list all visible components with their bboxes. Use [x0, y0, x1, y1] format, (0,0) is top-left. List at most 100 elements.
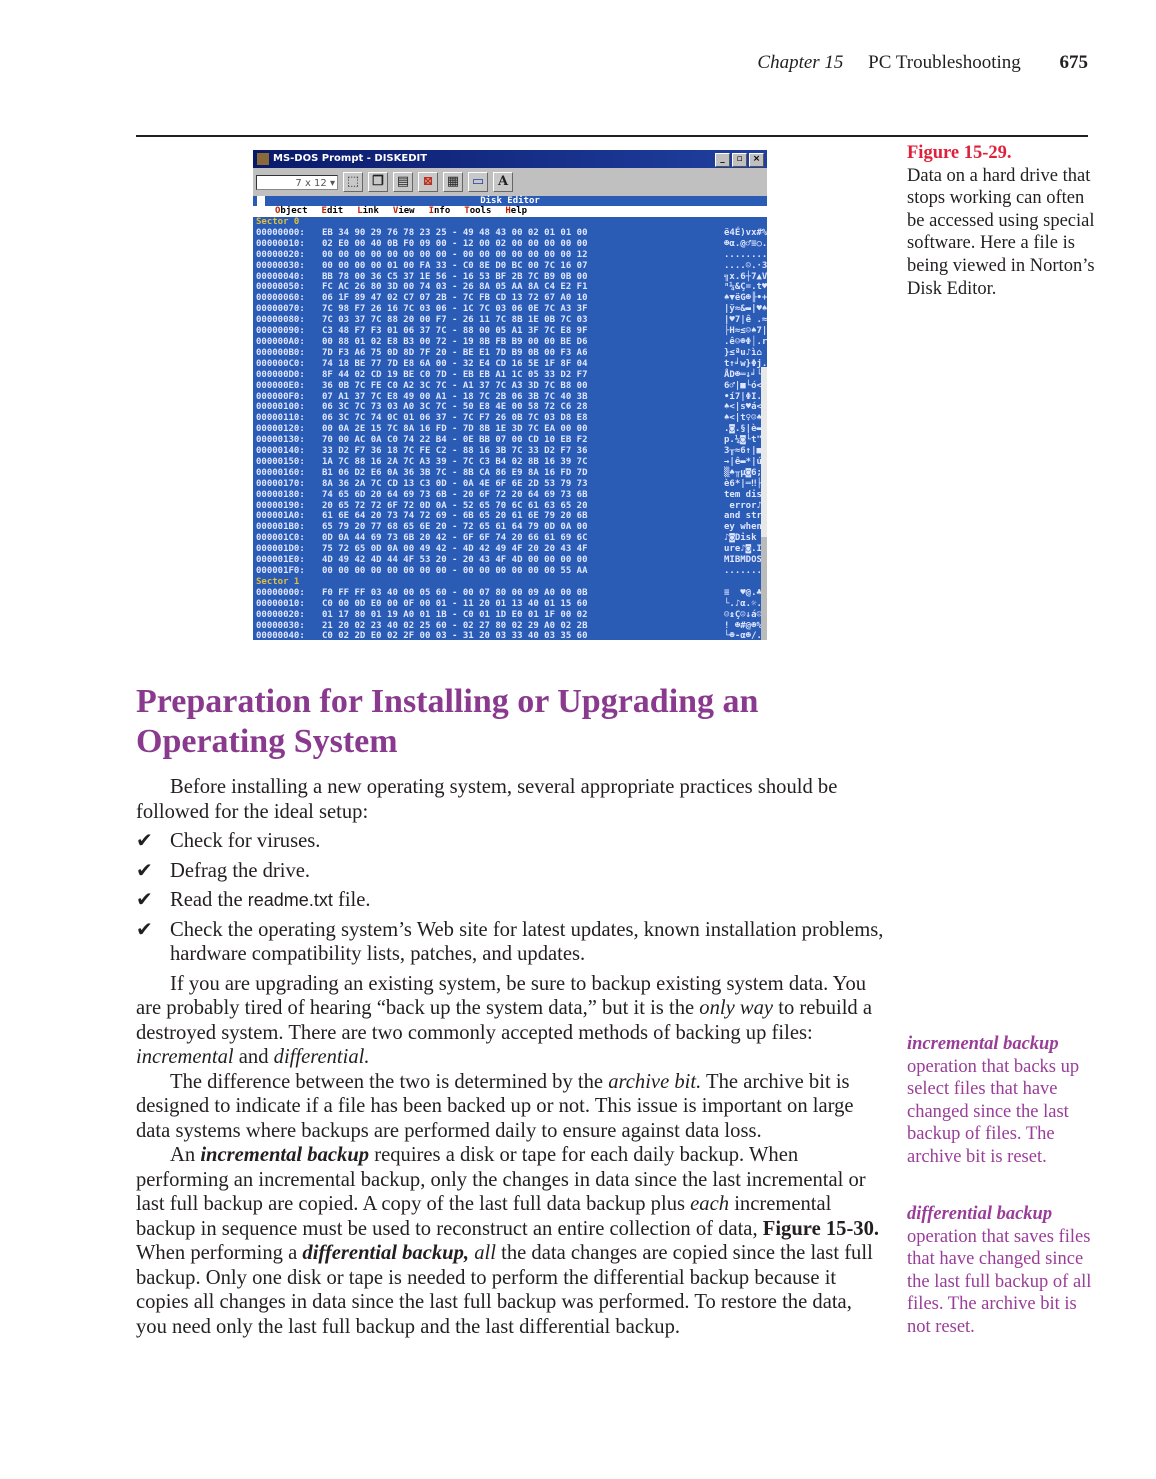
hex-row: 000000E0: 36 0B 7C FE C0 A2 3C 7C - A1 37…: [256, 381, 767, 392]
mark-icon: ⬚: [343, 172, 363, 192]
row-offset: 000001A0:: [256, 511, 305, 522]
row-offset: 00000070:: [256, 304, 305, 315]
fullscreen-icon: ⊠: [418, 172, 438, 192]
row-ascii: tem disk or disk: [724, 489, 767, 500]
row-offset: 00000100:: [256, 402, 305, 413]
text-run: The difference between the two is determ…: [170, 1070, 609, 1093]
checkmark-icon: ✔: [136, 918, 153, 941]
text-run: readme.txt: [247, 890, 333, 910]
hex-row: 00000040: C0 02 2D E0 02 2F 00 03 - 31 20…: [256, 631, 767, 640]
hex-row: 000000B0: 7D F3 A6 75 0D 8D 7F 20 - BE E1…: [256, 348, 767, 359]
row-offset: 000000B0:: [256, 347, 305, 358]
row-ascii: }≤ªu♪ì⌂ ╛ß}╣♂.≤ª: [724, 347, 762, 358]
row-offset: 00000010:: [256, 238, 305, 249]
row-offset: 000001F0:: [256, 566, 305, 576]
row-ascii: ..............U¬: [724, 566, 767, 576]
text-run: Figure 15-30.: [762, 1217, 880, 1240]
row-offset: 00000040:: [256, 631, 305, 640]
text-run: Defrag the drive.: [170, 859, 311, 882]
hex-row: 00000100: 06 3C 7C 73 03 A0 3C 7C - 50 E8…: [256, 402, 767, 413]
hex-row: 000000C0: 74 18 BE 77 7D E8 6A 00 - 32 E4…: [256, 359, 767, 370]
row-hex: 7C 03 37 7C 88 20 00 F7 - 26 11 7C 8B 1E…: [322, 315, 588, 326]
hex-row: 00000010: 02 E0 00 40 0B F0 09 00 - 12 00…: [256, 239, 767, 250]
row-offset: 00000060:: [256, 293, 305, 304]
row-hex: 20 65 72 72 6F 72 0D 0A - 52 65 70 6C 61…: [322, 500, 588, 511]
row-hex: 02 E0 00 40 0B F0 09 00 - 12 00 02 00 00…: [322, 238, 588, 249]
row-offset: 000001D0:: [256, 544, 305, 555]
row-hex: 70 00 AC 0A C0 74 22 B4 - 0E BB 07 00 CD…: [322, 435, 588, 446]
row-hex: 61 6E 64 20 73 74 72 69 - 6B 65 20 61 6E…: [322, 511, 588, 522]
row-offset: 000000A0:: [256, 336, 305, 347]
maximize-icon: ▫: [732, 153, 747, 167]
hex-row: 00000190: 20 65 72 72 6F 72 0D 0A - 52 65…: [256, 501, 767, 512]
row-offset: 00000110:: [256, 413, 305, 424]
row-hex: F0 FF FF 03 40 00 05 60 - 00 07 80 00 09…: [322, 587, 588, 598]
row-offset: 000000D0:: [256, 369, 305, 380]
window-title: MS-DOS Prompt - DISKEDIT: [273, 153, 428, 164]
row-ascii: è6*|═‼├♪◙Non-Sys: [724, 478, 767, 489]
menu-item-edit: Edit: [321, 206, 344, 216]
text-run: Read the: [170, 889, 248, 911]
row-hex: 0D 0A 44 69 73 6B 20 42 - 6F 6F 74 20 66…: [322, 533, 588, 544]
text-run: If you are upgrading an existing system,…: [136, 972, 867, 1020]
checklist-text: Check the operating system’s Web site fo…: [170, 918, 886, 967]
row-offset: 00000030:: [256, 620, 305, 631]
section-heading: Preparation for Installing or Upgrading …: [136, 683, 759, 760]
row-ascii: ▒♠╥µ◙6;|ï╩åΘè▬²}: [724, 467, 767, 478]
row-ascii: MIBMDOS COM....: [724, 555, 762, 566]
row-offset: 00000170:: [256, 478, 305, 489]
app-title: Disk Editor: [480, 196, 540, 206]
hex-row: 000001E0: 4D 49 42 4D 44 4F 53 20 - 20 43…: [256, 555, 767, 566]
menu-item-object: Object: [275, 206, 308, 216]
text-run: differential.: [273, 1046, 370, 1068]
chapter-title: PC Troubleshooting: [868, 52, 1021, 73]
window-titlebar: MS-DOS Prompt - DISKEDIT _ ▫ ×: [253, 150, 767, 168]
hex-row: 00000020: 00 00 00 00 00 00 00 00 - 00 00…: [256, 250, 767, 261]
hex-row: 00000150: 1A 7C 88 16 2A 7C A3 39 - 7C C3…: [256, 457, 767, 468]
row-offset: 00000120:: [256, 424, 305, 435]
figure-label: Figure 15-29.: [907, 143, 1012, 163]
row-offset: 00000130:: [256, 435, 305, 446]
menu-item-info: Info: [428, 206, 451, 216]
checklist-item: ✔ Check the operating system’s Web site f…: [136, 918, 886, 967]
glossary-term: incremental backup: [907, 1034, 1059, 1054]
text-run: incremental: [136, 1046, 234, 1068]
row-ascii: |ÿ≈&▬|♥♠∟|♥♠♫|ú?: [724, 304, 767, 315]
checkmark-icon: ✔: [136, 859, 153, 882]
font-size-value: 7 x 12: [295, 177, 327, 189]
row-ascii: 6♂|■└ó<|í7|ú=|╕.: [724, 380, 767, 391]
row-ascii: •í7|ΦI.í↑|+♠;|@;: [724, 391, 767, 402]
msdos-icon: [257, 153, 269, 165]
row-hex: 06 1F 89 47 02 C7 07 2B - 7C FB CD 13 72…: [322, 293, 588, 304]
row-hex: BB 78 00 36 C5 37 1E 56 - 16 53 BF 2B 7C…: [322, 271, 588, 282]
menu-item-help: Help: [505, 206, 528, 216]
diskedit-screenshot: MS-DOS Prompt - DISKEDIT _ ▫ × 7 x 12 ▾ …: [253, 150, 767, 640]
row-hex: C3 48 F7 F3 01 06 37 7C - 88 00 05 A1 3F…: [322, 326, 588, 337]
row-hex: C0 00 0D E0 00 0F 00 01 - 11 20 01 13 40…: [322, 598, 588, 609]
body-paragraph: The difference between the two is determ…: [136, 1070, 886, 1144]
checkmark-icon: ✔: [136, 830, 153, 852]
row-hex: 00 00 00 00 00 00 00 00 - 00 00 00 00 00…: [322, 566, 588, 576]
row-ascii: 3╥≈6↑|■┬ê▬;|3╥≈6: [724, 446, 767, 457]
checklist-item: ✔ Defrag the drive.: [136, 859, 886, 884]
row-hex: 7C 98 F7 26 16 7C 03 06 - 1C 7C 03 06 0E…: [322, 304, 588, 315]
menu-item-tools: Tools: [464, 206, 492, 216]
row-ascii: ☻α.@♂≡○.↕.☻.....: [724, 238, 767, 249]
hex-row: 00000030: 00 00 00 00 01 00 FA 33 - C0 8E…: [256, 261, 767, 272]
menu-item-view: View: [392, 206, 415, 216]
hex-row: 00000010: C0 00 0D E0 00 0F 00 01 - 11 20…: [256, 599, 767, 610]
row-ascii: └.♪α.☼.☺◄ ☺‼@☺§`: [724, 598, 767, 609]
hex-row: 00000000: EB 34 90 29 76 78 23 25 - 49 48…: [256, 228, 767, 239]
row-ascii: ♠▼ëG☻╟•+|√═‼rgá►: [724, 293, 767, 304]
sector-label: Sector 0: [256, 217, 300, 227]
dos-toolbar: 7 x 12 ▾ ⬚ ❐ ▤ ⊠ ▦ ▭ A: [253, 168, 767, 196]
hex-row: 00000140: 33 D2 F7 36 18 7C FE C2 - 88 16…: [256, 446, 767, 457]
hex-row: 00000120: 00 0A 2E 15 7C 8A 16 FD - 7D 8B…: [256, 424, 767, 435]
scrollbar: [761, 367, 767, 640]
row-hex: B1 06 D2 E6 0A 36 3B 7C - 8B CA 86 E9 8A…: [322, 467, 588, 478]
row-ascii: ├H≈≤☺♠7|ê.♣í?|Φƒ: [724, 326, 767, 337]
text-run: to rebuild a destroyed system. There are…: [136, 997, 873, 1044]
text-run: each: [690, 1193, 730, 1215]
hex-row: 000000D0: 8F 44 02 CD 19 BE C0 7D - EB EB…: [256, 370, 767, 381]
hex-row: 00000110: 06 3C 7C 74 0C 01 06 37 - 7C F7…: [256, 413, 767, 424]
